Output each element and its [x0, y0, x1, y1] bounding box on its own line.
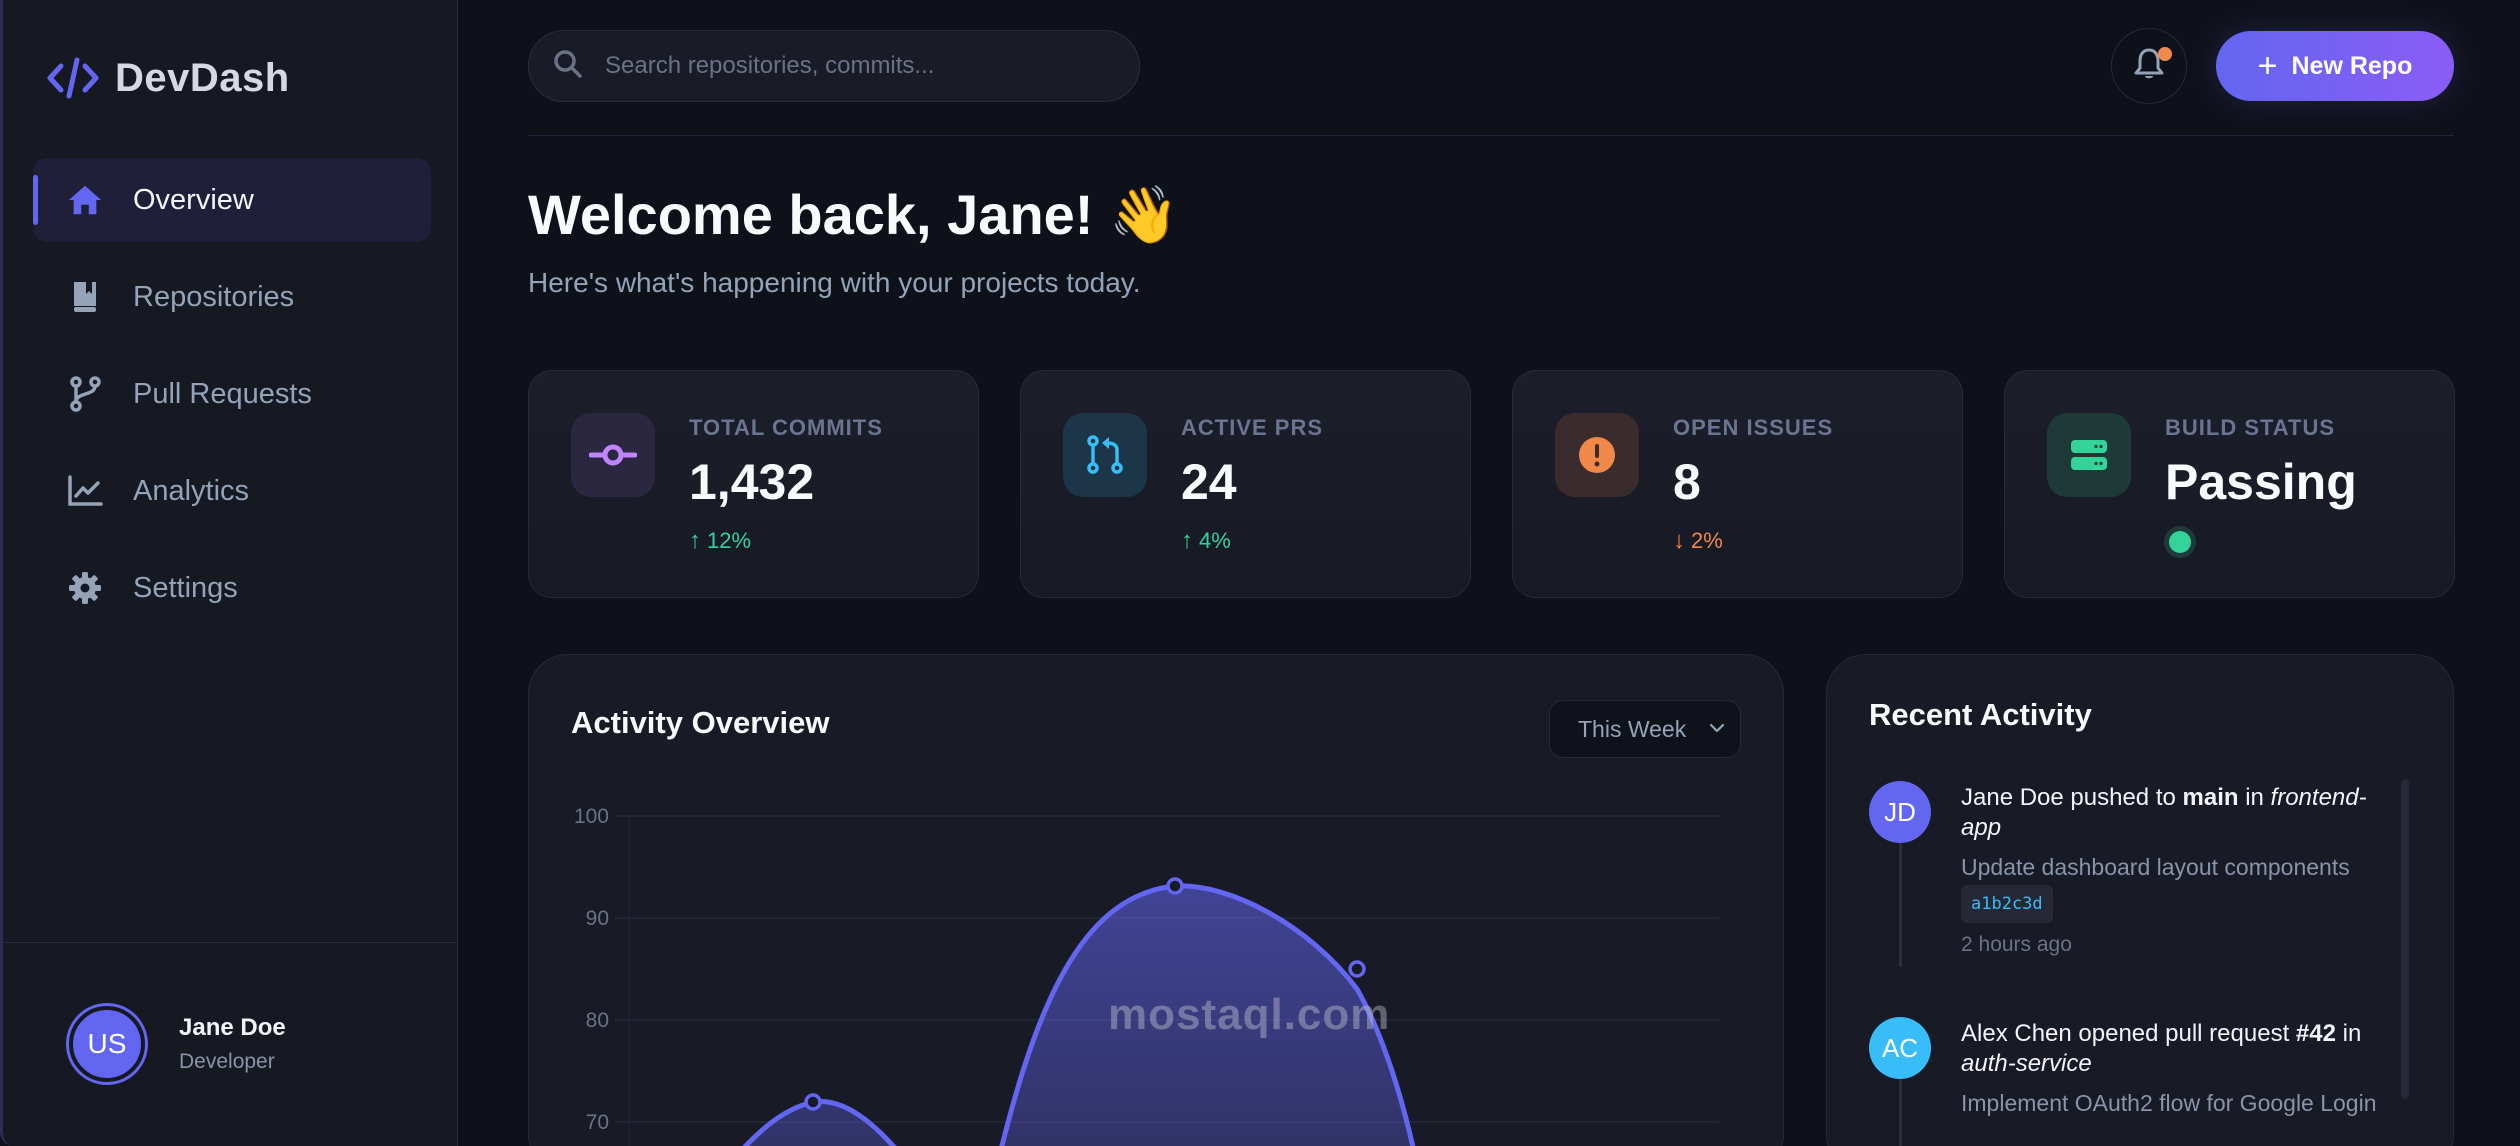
arrow-up-icon: ↑	[1181, 527, 1193, 554]
sidebar-item-label: Overview	[133, 183, 254, 216]
avatar: JD	[1869, 781, 1931, 843]
status-indicator	[2169, 531, 2191, 553]
sidebar: DevDash Overview Repositories Pull Reque…	[0, 0, 458, 1146]
card-title: Activity Overview	[571, 705, 830, 740]
stat-card-total-commits[interactable]: TOTAL COMMITS 1,432 ↑ 12%	[528, 370, 979, 598]
data-point	[1166, 877, 1184, 895]
stat-card-build-status[interactable]: BUILD STATUS Passing	[2004, 370, 2455, 598]
chevron-down-icon	[1708, 719, 1726, 742]
page-subtitle: Here's what's happening with your projec…	[528, 267, 1141, 298]
new-repo-button[interactable]: + New Repo	[2216, 31, 2454, 101]
app-name: DevDash	[115, 55, 290, 100]
user-name: Jane Doe	[179, 1014, 286, 1041]
stat-change-value: 2%	[1691, 528, 1723, 553]
sidebar-item-label: Repositories	[133, 280, 295, 313]
git-commit-icon	[571, 413, 655, 497]
chart-line-icon	[67, 473, 103, 509]
sidebar-nav: Overview Repositories Pull Requests Anal…	[33, 158, 431, 643]
y-tick-90: 90	[586, 907, 609, 930]
avatar: AC	[1869, 1017, 1931, 1079]
period-select-value: This Week	[1578, 715, 1687, 742]
activity-time: 2 hours ago	[1961, 933, 2072, 956]
user-role: Developer	[179, 1050, 275, 1073]
stat-change-value: 12%	[707, 528, 752, 553]
activity-description: Implement OAuth2 flow for Google Login	[1961, 1090, 2377, 1116]
gear-icon	[67, 570, 103, 606]
alert-circle-icon	[1555, 413, 1639, 497]
stat-label: TOTAL COMMITS	[689, 415, 883, 440]
arrow-down-icon: ↓	[1673, 527, 1685, 554]
sidebar-item-analytics[interactable]: Analytics	[33, 449, 431, 533]
header-divider	[528, 135, 2454, 136]
search-input[interactable]	[605, 52, 1085, 80]
y-tick-80: 80	[586, 1009, 609, 1032]
timeline-line	[1899, 841, 1902, 967]
timeline-line	[1899, 1077, 1902, 1146]
sidebar-item-label: Settings	[133, 571, 238, 604]
avatar: US	[69, 1006, 145, 1082]
stat-label: OPEN ISSUES	[1673, 415, 1834, 440]
data-point	[1348, 960, 1366, 978]
activity-title: Alex Chen opened pull request #42 in aut…	[1961, 1020, 2362, 1077]
stat-value: 8	[1673, 454, 1701, 510]
sidebar-divider	[3, 942, 457, 943]
card-title: Recent Activity	[1869, 697, 2092, 732]
page-title: Welcome back, Jane! 👋	[528, 183, 1179, 246]
period-select[interactable]: This Week	[1549, 700, 1741, 758]
stat-value: 1,432	[689, 454, 815, 510]
activity-overview-card: Activity Overview This Week 100 90 80 70	[528, 654, 1784, 1146]
search-bar[interactable]	[528, 30, 1140, 102]
notifications-button[interactable]	[2111, 28, 2187, 104]
home-icon	[67, 182, 103, 218]
activity-description: Update dashboard layout components a1b2c…	[1961, 851, 2381, 923]
notification-badge	[2158, 47, 2172, 61]
logo[interactable]: DevDash	[45, 50, 290, 106]
commit-hash[interactable]: a1b2c3d	[1961, 885, 2053, 923]
y-tick-100: 100	[574, 805, 609, 828]
sidebar-item-settings[interactable]: Settings	[33, 546, 431, 630]
search-icon	[553, 49, 583, 84]
stat-change: ↑ 12%	[689, 527, 751, 555]
stat-value: Passing	[2165, 454, 2357, 510]
data-point	[804, 1093, 822, 1111]
y-tick-70: 70	[586, 1111, 609, 1134]
activity-title: Jane Doe pushed to main in frontend-app	[1961, 784, 2367, 841]
new-repo-label: New Repo	[2291, 51, 2413, 80]
stat-change-value: 4%	[1199, 528, 1231, 553]
stat-label: ACTIVE PRS	[1181, 415, 1324, 440]
stat-change: ↑ 4%	[1181, 527, 1231, 555]
sidebar-item-repositories[interactable]: Repositories	[33, 255, 431, 339]
user-profile[interactable]: US Jane Doe Developer	[69, 1006, 286, 1082]
recent-activity-card: Recent Activity JD Jane Doe pushed to ma…	[1826, 654, 2454, 1146]
sidebar-item-pull-requests[interactable]: Pull Requests	[33, 352, 431, 436]
stat-change: ↓ 2%	[1673, 527, 1723, 555]
stat-card-open-issues[interactable]: OPEN ISSUES 8 ↓ 2%	[1512, 370, 1963, 598]
code-icon	[45, 50, 101, 106]
arrow-up-icon: ↑	[689, 527, 701, 554]
plus-icon: +	[2257, 47, 2278, 85]
git-pull-request-icon	[1063, 413, 1147, 497]
sidebar-item-label: Analytics	[133, 474, 250, 507]
stat-card-active-prs[interactable]: ACTIVE PRS 24 ↑ 4%	[1020, 370, 1471, 598]
server-icon	[2047, 413, 2131, 497]
sidebar-item-overview[interactable]: Overview	[33, 158, 431, 242]
stat-value: 24	[1181, 454, 1237, 510]
activity-chart: 100 90 80 70	[574, 805, 1719, 1146]
sidebar-item-label: Pull Requests	[133, 377, 312, 410]
stat-label: BUILD STATUS	[2165, 415, 2336, 440]
book-icon	[67, 279, 103, 315]
bell-icon	[2133, 47, 2165, 86]
scrollbar[interactable]	[2401, 779, 2409, 1099]
git-branch-icon	[67, 376, 103, 412]
